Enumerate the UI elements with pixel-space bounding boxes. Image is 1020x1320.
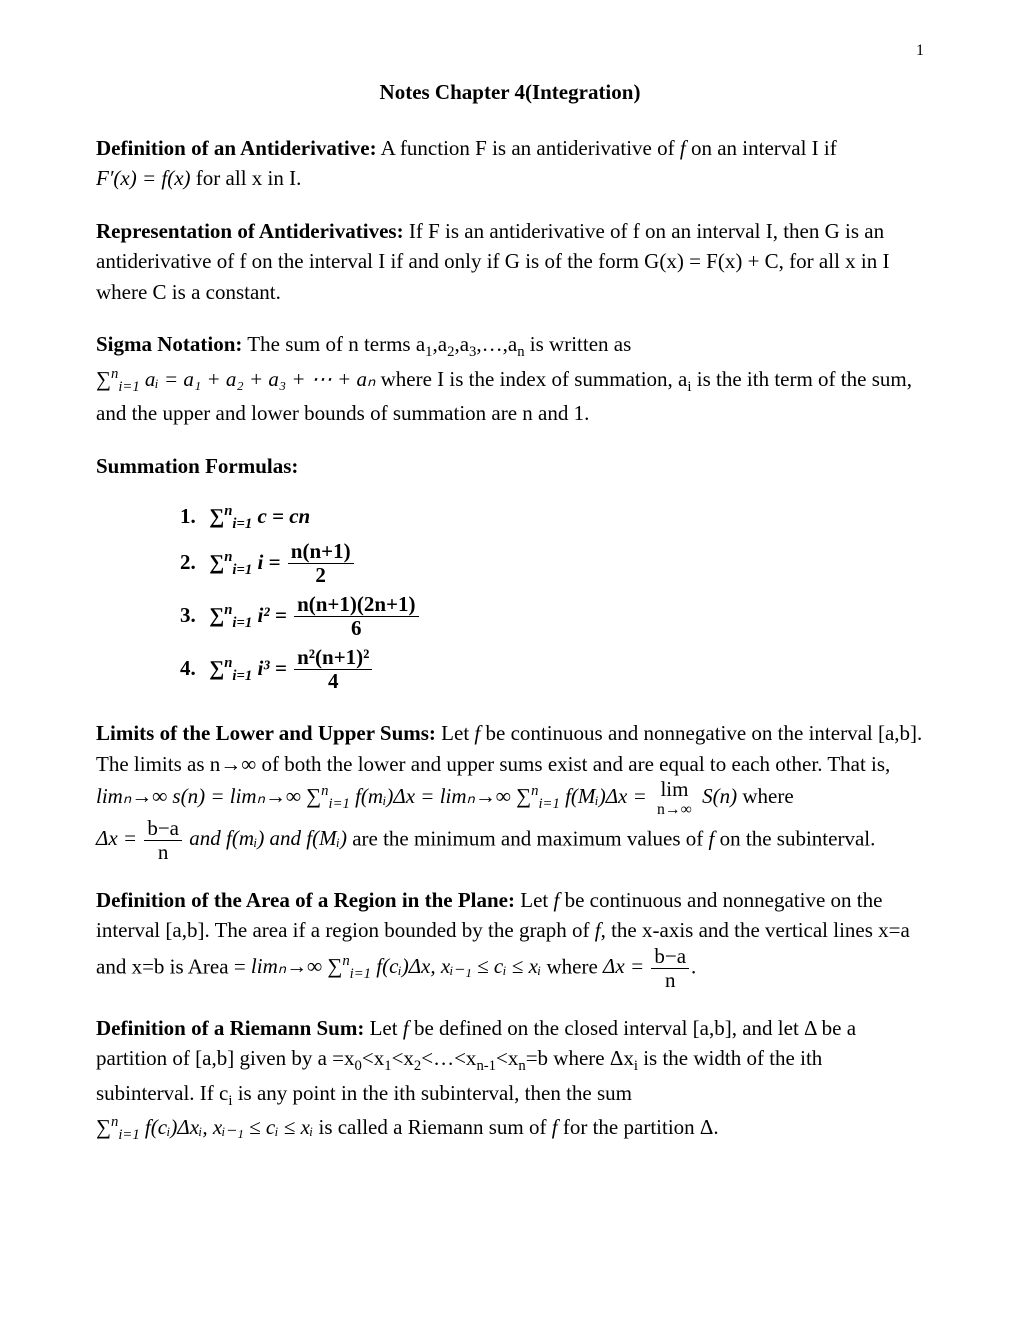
text: where I is the index of summation, a <box>381 367 688 391</box>
fraction: n(n+1)2 <box>288 541 354 586</box>
formula-item-2: 2. ∑ni=1 i = n(n+1)2 <box>180 541 924 586</box>
formula-item-3: 3. ∑ni=1 i² = n(n+1)(2n+1)6 <box>180 594 924 639</box>
heading-sumformulas: Summation Formulas: <box>96 454 298 478</box>
text: on the subinterval. <box>714 826 875 850</box>
fraction: n(n+1)(2n+1)6 <box>294 594 418 639</box>
section-sumformulas-heading: Summation Formulas: <box>96 451 924 481</box>
text: is written as <box>525 332 632 356</box>
summation-formula-list: 1. ∑ni=1 c = cn 2. ∑ni=1 i = n(n+1)2 3. … <box>140 503 924 692</box>
section-riemann: Definition of a Riemann Sum: Let f be de… <box>96 1013 924 1147</box>
text: =b where Δx <box>526 1046 634 1070</box>
text: ,a <box>433 332 448 356</box>
text: where <box>541 954 603 978</box>
text: is any point in the ith subinterval, the… <box>232 1081 632 1105</box>
text: . <box>691 954 696 978</box>
text: The sum of n terms a <box>242 332 425 356</box>
text: are the minimum and maximum values of <box>347 826 709 850</box>
item-number: 3. <box>180 603 204 628</box>
sub: n <box>517 344 524 360</box>
heading-sigma: Sigma Notation: <box>96 332 242 356</box>
formula-item-1: 1. ∑ni=1 c = cn <box>180 503 924 533</box>
sub: 1 <box>425 344 432 360</box>
dx-formula: Δx = b−an <box>603 954 691 978</box>
section-limits: Limits of the Lower and Upper Sums: Let … <box>96 718 924 863</box>
formula-body: aᵢ = a₁ + a₂ + a₃ + ⋯ + aₙ <box>140 367 376 391</box>
limits-formula: limₙ→∞ s(n) = limₙ→∞ ∑ni=1 f(mᵢ)Δx = lim… <box>96 784 742 808</box>
sub: i=1 <box>118 379 139 395</box>
section-sigma: Sigma Notation: The sum of n terms a1,a2… <box>96 329 924 428</box>
item-number: 2. <box>180 550 204 575</box>
text: on an interval I if <box>686 136 837 160</box>
dx-formula: Δx = b−an and f(mᵢ) and f(Mᵢ) <box>96 826 347 850</box>
formula-fprime: F′(x) = f(x) <box>96 166 191 190</box>
section-antiderivative: Definition of an Antiderivative: A funct… <box>96 133 924 194</box>
section-area: Definition of the Area of a Region in th… <box>96 885 924 991</box>
heading-limits: Limits of the Lower and Upper Sums: <box>96 721 436 745</box>
text: where <box>742 784 793 808</box>
text: ,…,a <box>476 332 517 356</box>
text: A function F is an antiderivative of <box>377 136 680 160</box>
sigma-symbol: ∑ <box>96 367 111 391</box>
text: ,a <box>454 332 469 356</box>
heading-riemann: Definition of a Riemann Sum: <box>96 1016 364 1040</box>
heading-antideriv: Definition of an Antiderivative: <box>96 136 377 160</box>
text: Let <box>364 1016 402 1040</box>
item-number: 4. <box>180 656 204 681</box>
section-representation: Representation of Antiderivatives: If F … <box>96 216 924 307</box>
item-number: 1. <box>180 504 204 529</box>
lim-stacked: limn→∞ <box>654 779 695 818</box>
heading-rep: Representation of Antiderivatives: <box>96 219 404 243</box>
fraction: b−an <box>651 946 689 991</box>
sigma-formula: ∑ni=1 aᵢ = a₁ + a₂ + a₃ + ⋯ + aₙ <box>96 367 381 391</box>
heading-area: Definition of the Area of a Region in th… <box>96 888 515 912</box>
fraction: b−an <box>144 818 182 863</box>
text: for all x in I. <box>191 166 302 190</box>
page-number: 1 <box>916 42 924 60</box>
fraction: n²(n+1)²4 <box>294 647 372 692</box>
text: is called a Riemann sum of <box>313 1115 552 1139</box>
document-title: Notes Chapter 4(Integration) <box>96 80 924 105</box>
text: Let <box>436 721 474 745</box>
area-formula: limₙ→∞ ∑ni=1 f(cᵢ)Δx, xᵢ₋₁ ≤ cᵢ ≤ xᵢ <box>251 954 541 978</box>
text: for the partition Δ. <box>558 1115 719 1139</box>
page: 1 Notes Chapter 4(Integration) Definitio… <box>0 0 1020 1320</box>
riemann-formula: ∑ni=1 f(cᵢ)Δxᵢ, xᵢ₋₁ ≤ cᵢ ≤ xᵢ <box>96 1115 313 1139</box>
text: Let <box>515 888 553 912</box>
formula-item-4: 4. ∑ni=1 i³ = n²(n+1)²4 <box>180 647 924 692</box>
